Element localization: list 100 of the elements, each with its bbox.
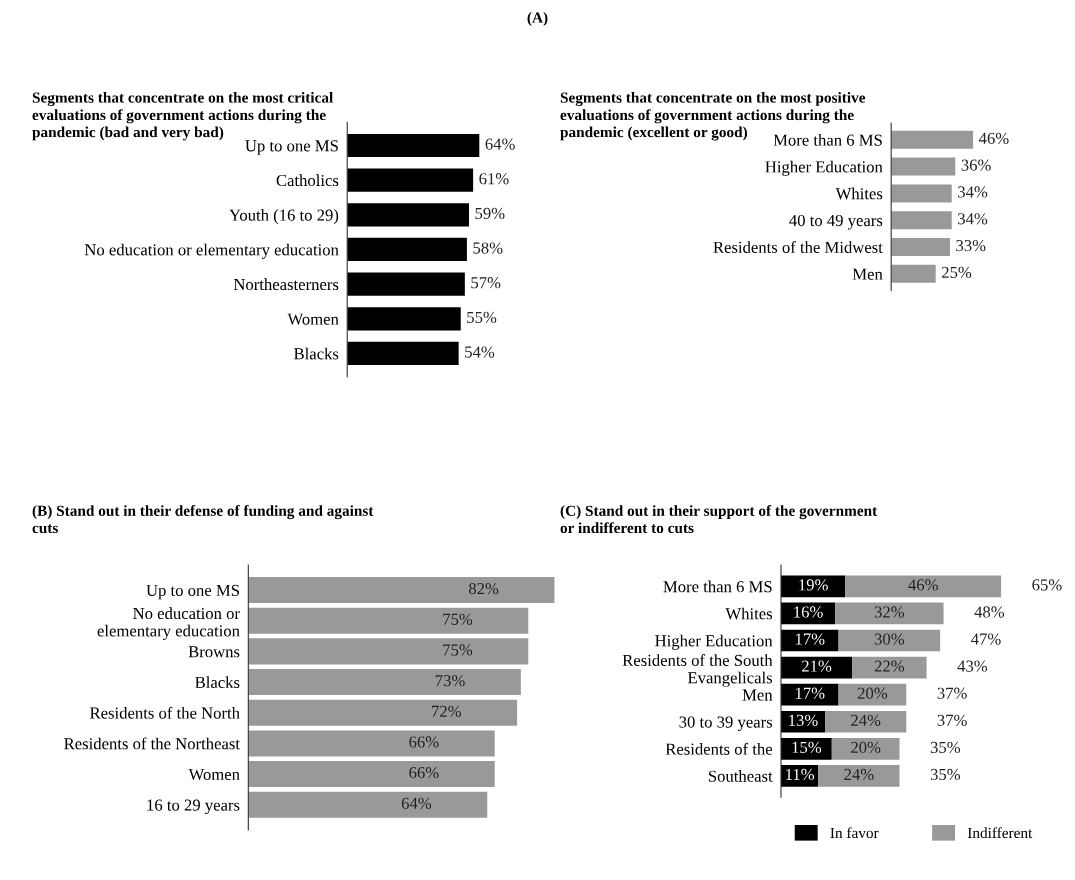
data-label: 72% — [432, 705, 461, 717]
legend-label: In favor — [830, 827, 879, 839]
legend-label: Indifferent — [967, 827, 1033, 839]
data-label: 20% — [857, 687, 888, 699]
bar — [248, 761, 495, 788]
bar — [818, 765, 900, 787]
bar — [248, 577, 555, 604]
y-tick-label: Catholics — [276, 174, 339, 187]
total-label: 37% — [937, 687, 967, 699]
bar — [248, 730, 495, 757]
data-label: 59% — [475, 207, 505, 220]
y-tick-label: More than 6 MS — [773, 134, 882, 146]
data-label: 64% — [401, 797, 432, 809]
data-label: 75% — [443, 613, 473, 625]
bar — [891, 238, 950, 256]
y-tick-label: Whites — [725, 607, 773, 620]
data-label: 20% — [851, 741, 881, 754]
data-label: 21% — [802, 660, 832, 672]
total-label: 65% — [1032, 579, 1062, 591]
bar — [838, 629, 941, 652]
y-tick-label: Browns — [188, 646, 240, 658]
y-tick-label: Up to one MS — [245, 140, 338, 155]
bar — [248, 699, 518, 726]
data-label: 13% — [789, 714, 818, 726]
y-tick-label: Blacks — [294, 347, 339, 360]
y-tick-label: Whites — [835, 187, 883, 200]
y-tick-label: Residents of the South Evangelicals — [622, 654, 773, 687]
y-tick-label: 30 to 39 years — [679, 716, 773, 732]
data-label: 25% — [941, 266, 972, 279]
bar — [835, 602, 944, 625]
data-label: 19% — [799, 579, 828, 591]
data-label: 30% — [874, 633, 905, 645]
total-label: 48% — [974, 606, 1005, 618]
y-tick-label: Residents of the Midwest — [713, 241, 883, 253]
text: (A) — [527, 12, 548, 26]
data-label: 15% — [792, 741, 822, 754]
data-label: 75% — [443, 644, 473, 656]
bar — [248, 638, 529, 665]
data-label: 82% — [468, 582, 499, 595]
y-tick-label: Men — [742, 689, 773, 701]
y-tick-label: More than 6 MS — [663, 580, 772, 593]
bar — [852, 656, 927, 679]
total-label: 35% — [930, 768, 961, 781]
data-label: 36% — [961, 159, 991, 171]
data-label: 17% — [795, 687, 825, 699]
y-tick-label: Higher Education — [765, 160, 883, 176]
bar — [780, 737, 832, 760]
data-label: 46% — [908, 579, 938, 591]
bar — [845, 575, 1002, 598]
bar — [248, 669, 521, 696]
data-label: 16% — [794, 606, 823, 618]
bar — [891, 130, 974, 149]
y-tick-label: Higher Education — [655, 634, 773, 650]
data-label: 33% — [956, 239, 986, 252]
data-label: 34% — [958, 213, 988, 225]
data-label: 17% — [795, 633, 825, 645]
chart-title: (C) Stand out in their support of the government or indifferent to cuts — [560, 505, 878, 534]
data-label: 24% — [851, 714, 881, 726]
y-tick-label: Up to one MS — [146, 584, 239, 600]
data-label: 46% — [978, 132, 1009, 145]
y-tick-label: Southeast — [708, 770, 773, 782]
y-tick-label: 40 to 49 years — [789, 214, 883, 230]
bar — [891, 264, 936, 283]
data-label: 66% — [409, 736, 439, 748]
y-tick-label: No education or elementary education — [97, 607, 240, 640]
bar — [891, 184, 952, 203]
y-tick-label: Women — [287, 313, 339, 325]
y-tick-label: Women — [188, 768, 240, 781]
data-label: 32% — [874, 606, 905, 618]
bar — [825, 710, 907, 733]
data-label: 22% — [874, 660, 905, 672]
data-label: 73% — [435, 674, 465, 687]
total-label: 43% — [957, 660, 988, 672]
bar — [248, 607, 529, 634]
data-label: 34% — [958, 186, 988, 198]
y-tick-label: No education or elementary education — [84, 243, 339, 259]
y-tick-label: Blacks — [195, 676, 240, 689]
total-label: 47% — [971, 633, 1001, 645]
data-label: 66% — [409, 767, 439, 779]
data-label: 57% — [471, 277, 501, 289]
y-tick-label: Residents of the North — [90, 706, 240, 719]
data-label: 54% — [465, 346, 495, 358]
y-tick-label: Residents of the — [665, 742, 773, 755]
bar — [831, 737, 900, 760]
y-tick-label: Northeasterners — [233, 278, 339, 291]
data-label: 61% — [479, 173, 509, 185]
bar — [891, 157, 956, 176]
data-label: 64% — [485, 138, 515, 150]
y-tick-label: Youth (16 to 29) — [229, 209, 339, 225]
bar — [248, 791, 488, 818]
text: Segments that concentrate on the most critical evaluations of government actions during the pandemic (bad and very bad) — [32, 92, 333, 141]
data-label: 24% — [844, 768, 874, 781]
y-tick-label: 16 to 29 years — [147, 799, 240, 815]
y-tick-label: Residents of the Northeast — [64, 737, 240, 750]
y-tick-label: Men — [852, 268, 883, 280]
bar — [891, 211, 952, 230]
data-label: 58% — [473, 242, 503, 254]
chart-title: (B) Stand out in their defense of funding and against cuts — [32, 505, 374, 534]
data-label: 55% — [467, 311, 497, 324]
data-label: 11% — [786, 768, 815, 781]
